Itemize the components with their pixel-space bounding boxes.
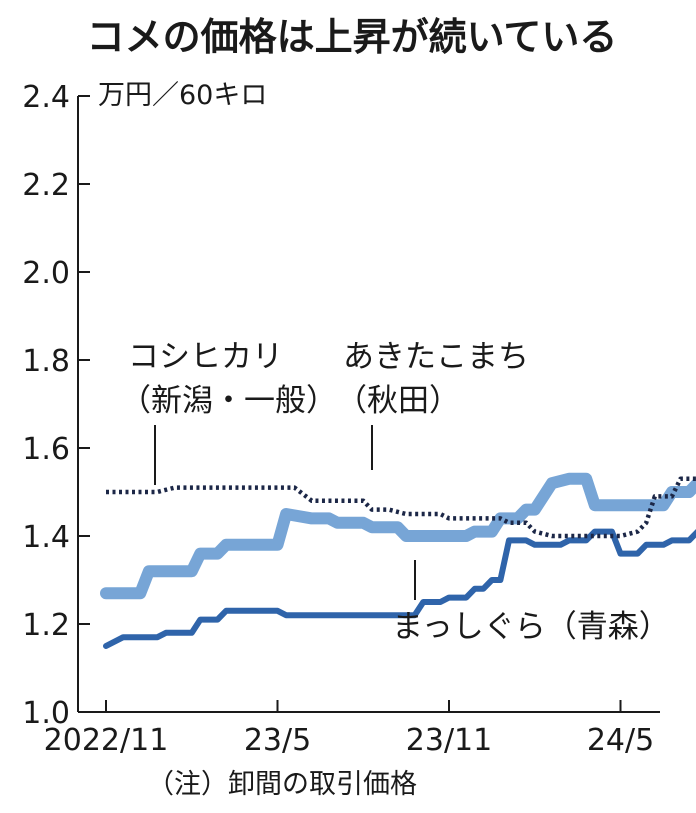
koshi-label-line1: コシヒカリ [128, 339, 283, 375]
akita-label-line1: あきたこまち [343, 339, 529, 375]
series-line-koshi [106, 476, 696, 539]
annotations: コシヒカリ （新潟・一般） あきたこまち （秋田） まっしぐら（青森） [120, 339, 670, 645]
x-tick-label: 23/11 [406, 723, 492, 758]
y-tick-label: 2.2 [22, 168, 70, 203]
series-line-akita [100, 472, 696, 600]
y-axis: 1.0 1.2 1.4 1.6 1.8 2.0 2.2 2.4 [22, 80, 90, 731]
series-layer [100, 472, 696, 649]
x-tick-label: 24/5 [587, 723, 654, 758]
unit-label: 万円／60キロ [98, 80, 267, 111]
chart-title: コメの価格は上昇が続いている [87, 15, 618, 59]
x-tick-label: 23/5 [244, 723, 311, 758]
y-tick-label: 1.6 [22, 432, 70, 467]
series-line-aomori [103, 528, 696, 649]
x-tick-label: 2022/11 [44, 723, 169, 758]
y-tick-label: 1.2 [22, 608, 70, 643]
x-axis: 2022/11 23/5 23/11 24/5 [44, 700, 660, 758]
y-tick-label: 1.0 [22, 696, 70, 731]
y-tick-label: 2.0 [22, 256, 70, 291]
chart-note: （注）卸間の取引価格 [147, 769, 417, 800]
y-tick-label: 2.4 [22, 80, 70, 115]
koshi-label-line2: （新潟・一般） [120, 383, 337, 419]
y-tick-label: 1.4 [22, 520, 70, 555]
akita-label-line2: （秋田） [336, 383, 460, 419]
y-tick-label: 1.8 [22, 344, 70, 379]
aomori-label: まっしぐら（青森） [392, 609, 670, 645]
